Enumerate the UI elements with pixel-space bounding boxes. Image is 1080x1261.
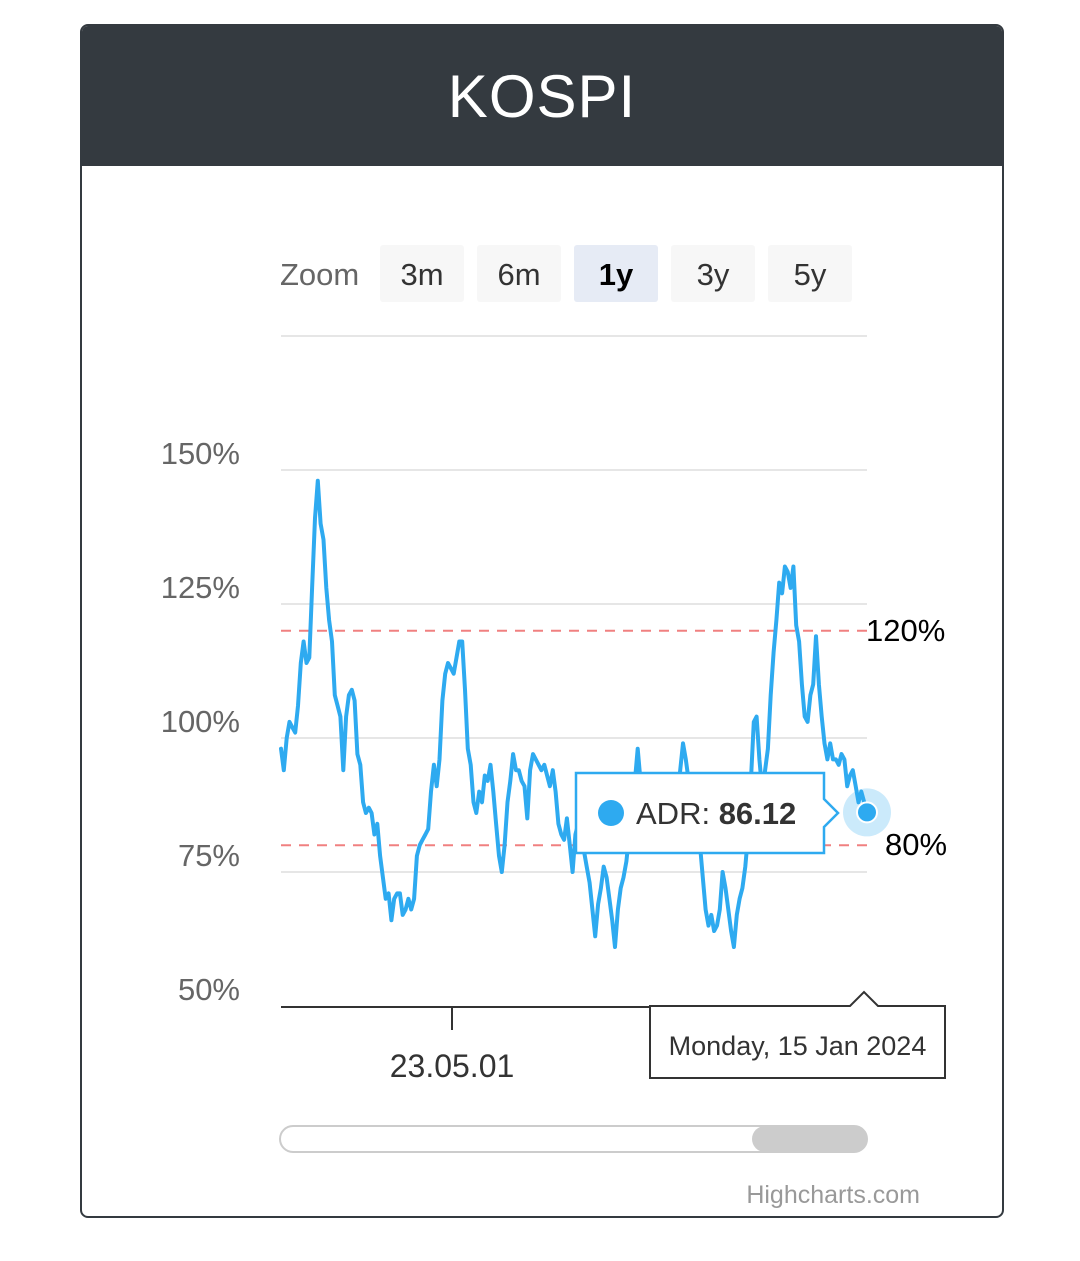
plot-line-label: 120% xyxy=(866,613,945,648)
date-label: Monday, 15 Jan 2024 xyxy=(669,1031,927,1061)
hover-point[interactable] xyxy=(856,801,878,824)
x-tick-label: 23.05.01 xyxy=(390,1048,515,1084)
scrollbar-thumb[interactable] xyxy=(752,1126,867,1152)
zoom-button-label-3m[interactable]: 3m xyxy=(400,257,443,292)
y-tick-label: 125% xyxy=(161,570,240,605)
zoom-button-label-1y[interactable]: 1y xyxy=(599,257,634,292)
tooltip-text: ADR: 86.12 xyxy=(636,796,796,831)
zoom-button-1y[interactable] xyxy=(574,245,658,302)
tooltip-box xyxy=(574,771,840,855)
card-header: KOSPI xyxy=(82,26,1002,166)
zoom-button-label-6m[interactable]: 6m xyxy=(497,257,540,292)
zoom-label: Zoom xyxy=(280,257,359,292)
y-tick-label: 150% xyxy=(161,436,240,471)
page-title: KOSPI xyxy=(447,62,637,130)
credits-link[interactable]: Highcharts.com xyxy=(746,1181,920,1209)
plot-line-label: 80% xyxy=(885,827,947,862)
zoom-button-3m[interactable] xyxy=(380,245,464,302)
y-tick-label: 100% xyxy=(161,704,240,739)
date-label-box xyxy=(649,990,946,1079)
tooltip-value: 86.12 xyxy=(719,796,797,831)
zoom-button-5y[interactable] xyxy=(768,245,852,302)
zoom-button-3y[interactable] xyxy=(671,245,755,302)
chart-card: KOSPI xyxy=(80,24,1004,1218)
y-tick-label: 50% xyxy=(178,972,240,1007)
tooltip-series-marker xyxy=(598,800,624,826)
adr-series-line[interactable] xyxy=(279,478,869,949)
zoom-button-6m[interactable] xyxy=(477,245,561,302)
zoom-button-label-5y[interactable]: 5y xyxy=(794,257,827,292)
tooltip-series-name: ADR: xyxy=(636,796,719,831)
y-tick-label: 75% xyxy=(178,838,240,873)
zoom-button-label-3y[interactable]: 3y xyxy=(697,257,730,292)
